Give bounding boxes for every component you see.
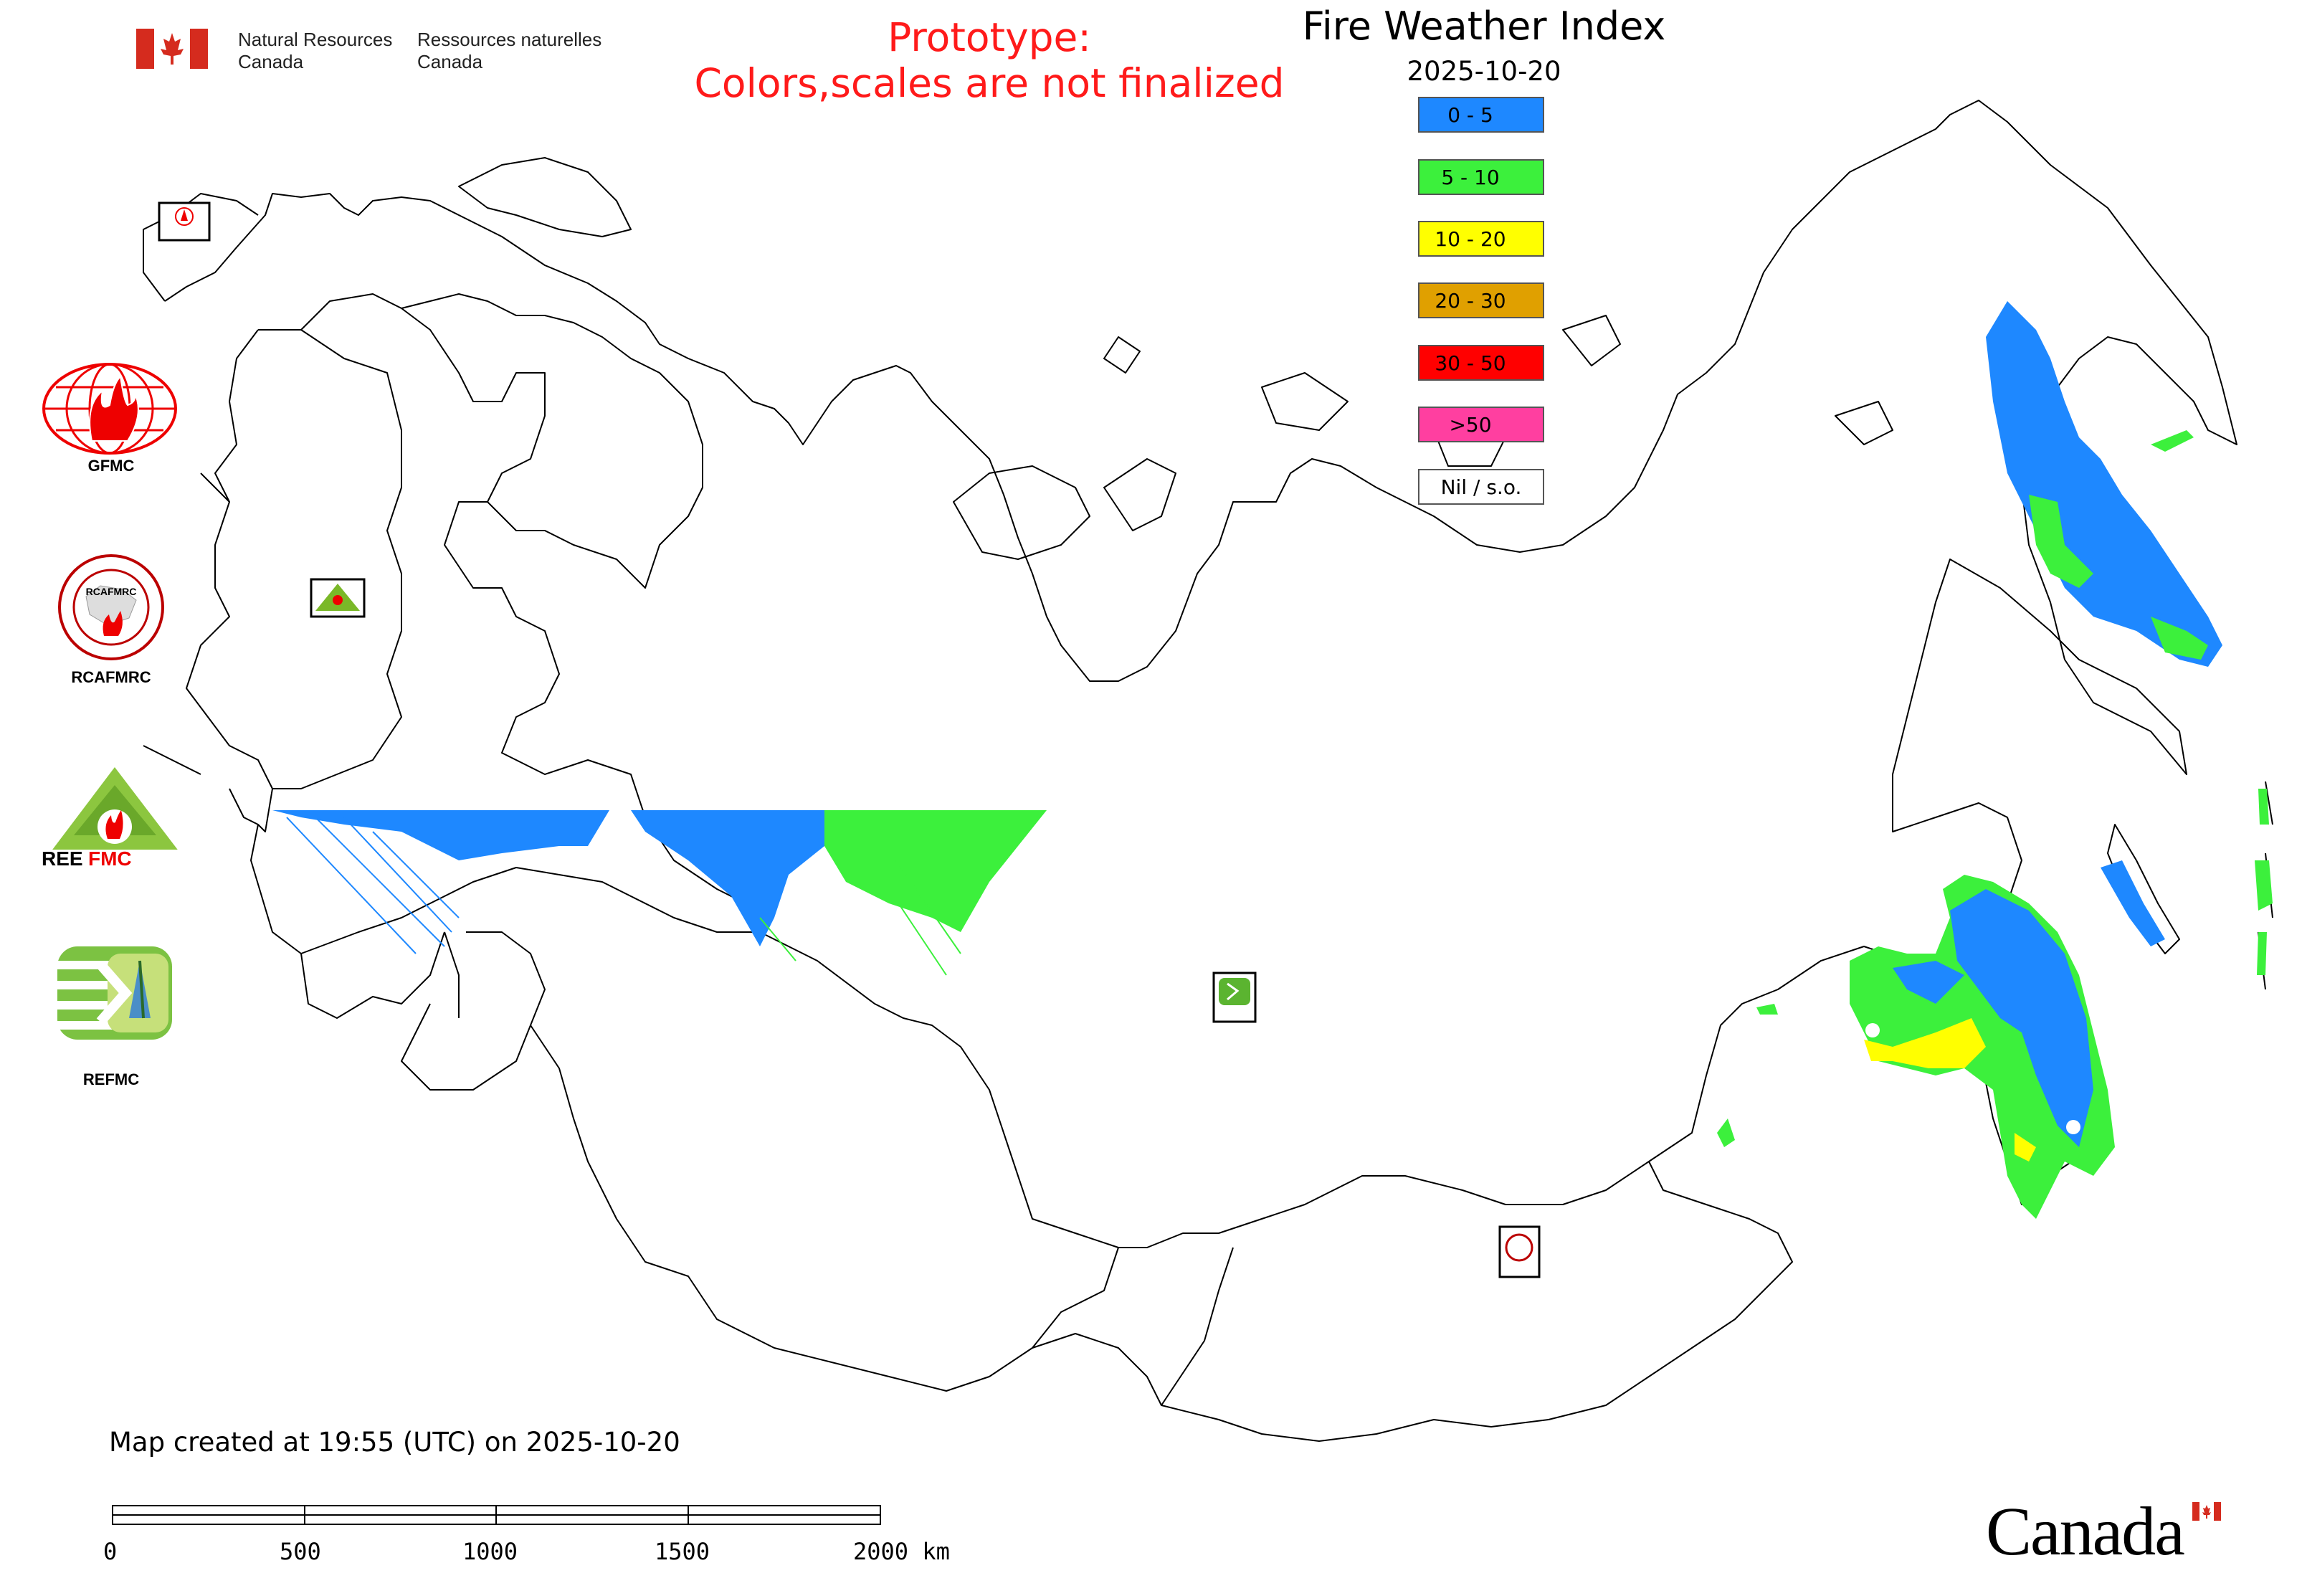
svg-text:RCAFMRC: RCAFMRC (86, 586, 137, 597)
gfmc-logo (42, 362, 178, 455)
fwi-stripe-green-3 (759, 917, 796, 961)
refmc-marker (1212, 972, 1257, 1023)
legend-label: 5 - 10 (1441, 165, 1500, 189)
europe-boundaries (143, 193, 761, 911)
legend-label: 30 - 50 (1435, 351, 1506, 375)
canada-wordmark: Canada (1986, 1491, 2185, 1571)
rcafmrc-label: RCAFMRC (71, 668, 151, 686)
fwi-amur-high (1864, 1018, 2036, 1162)
svg-text:FMC: FMC (88, 847, 132, 870)
legend-item-1: 5 - 10 (1418, 159, 1544, 195)
canada-wordmark-text: Canada (1986, 1493, 2185, 1569)
gfmc-label: GFMC (87, 457, 135, 475)
legend-item-0: 0 - 5 (1418, 97, 1544, 133)
svg-text:REE: REE (42, 847, 83, 870)
south-boundaries (300, 931, 1793, 1442)
prototype-notice: Prototype: Colors,scales are not finaliz… (631, 14, 1348, 106)
fwi-stripe-blue-3 (343, 817, 452, 933)
agency-fr-line2: Canada (417, 51, 483, 72)
canada-flag-icon (136, 29, 208, 69)
fwi-amur-low (1893, 889, 2093, 1147)
refmc-label: REFMC (82, 1070, 140, 1088)
agency-name-fr: Ressources naturelles Canada (417, 29, 601, 73)
legend-label: >50 (1449, 412, 1492, 437)
fwi-west-low-2 (631, 810, 832, 946)
agency-en-line1: Natural Resources (238, 29, 393, 50)
legend-item-5: >50 (1418, 407, 1544, 442)
fwi-kuril (2151, 430, 2273, 975)
reefmc-logo: REE FMC (38, 764, 192, 871)
far-east-islands (2107, 781, 2273, 990)
fwi-small-patch-1 (1717, 1004, 1778, 1147)
rcafmrc-logo: RCAFMRC (57, 554, 165, 661)
agency-en-line2: Canada (238, 51, 304, 72)
fwi-sakhalin (2101, 860, 2165, 946)
legend-item-4: 30 - 50 (1418, 345, 1544, 381)
fwi-west-low-1 (272, 810, 609, 860)
prototype-line1: Prototype: (888, 14, 1091, 60)
scale-label-1000: 1000 (462, 1538, 518, 1565)
map-markers (158, 201, 1541, 1278)
legend-label: 10 - 20 (1435, 227, 1506, 251)
legend-label: Nil / s.o. (1440, 475, 1522, 499)
fwi-west-mid (824, 810, 1047, 932)
scale-bar (112, 1505, 881, 1525)
fwi-stripe-lines (286, 817, 961, 976)
fwi-stripe-green-2 (895, 860, 961, 954)
scale-label-1500: 1500 (655, 1538, 710, 1565)
map-title: Fire Weather Index (1302, 4, 1666, 49)
legend-item-2: 10 - 20 (1418, 221, 1544, 257)
refmc-logo (57, 946, 172, 1040)
gfmc-marker (158, 201, 211, 242)
fwi-data-layer (272, 301, 2273, 1219)
fwi-nil-spot-2 (2066, 1120, 2080, 1134)
map-date: 2025-10-20 (1407, 56, 1561, 87)
scale-label-0: 0 (103, 1538, 118, 1565)
reefmc-marker (310, 578, 366, 618)
agency-fr-line1: Ressources naturelles (417, 29, 602, 50)
agency-name-en: Natural Resources Canada (238, 29, 392, 73)
scale-label-500: 500 (280, 1538, 321, 1565)
scale-label-2000: 2000 km (853, 1538, 950, 1565)
fwi-stripe-green-1 (860, 845, 947, 976)
legend-item-6: Nil / s.o. (1418, 469, 1544, 505)
prototype-line2: Colors,scales are not finalized (694, 60, 1285, 106)
wordmark-flag-icon (2192, 1502, 2221, 1521)
fwi-kamchatka-mid (2029, 495, 2208, 660)
fwi-kamchatka-low (1986, 301, 2222, 667)
country-boundaries (143, 100, 2273, 1442)
legend-item-3: 20 - 30 (1418, 282, 1544, 318)
rcafmrc-marker (1498, 1225, 1541, 1278)
legend-label: 0 - 5 (1447, 103, 1493, 127)
legend-label: 20 - 30 (1435, 288, 1506, 313)
fwi-stripe-blue-1 (286, 817, 417, 954)
fwi-stripe-blue-4 (372, 831, 460, 918)
arctic-islands (458, 157, 1893, 560)
fwi-nil-spot-1 (1865, 1023, 1880, 1037)
russia-outline (164, 100, 2237, 1248)
fwi-stripe-blue-2 (315, 817, 445, 947)
map-created-timestamp: Map created at 19:55 (UTC) on 2025-10-20 (109, 1427, 680, 1458)
